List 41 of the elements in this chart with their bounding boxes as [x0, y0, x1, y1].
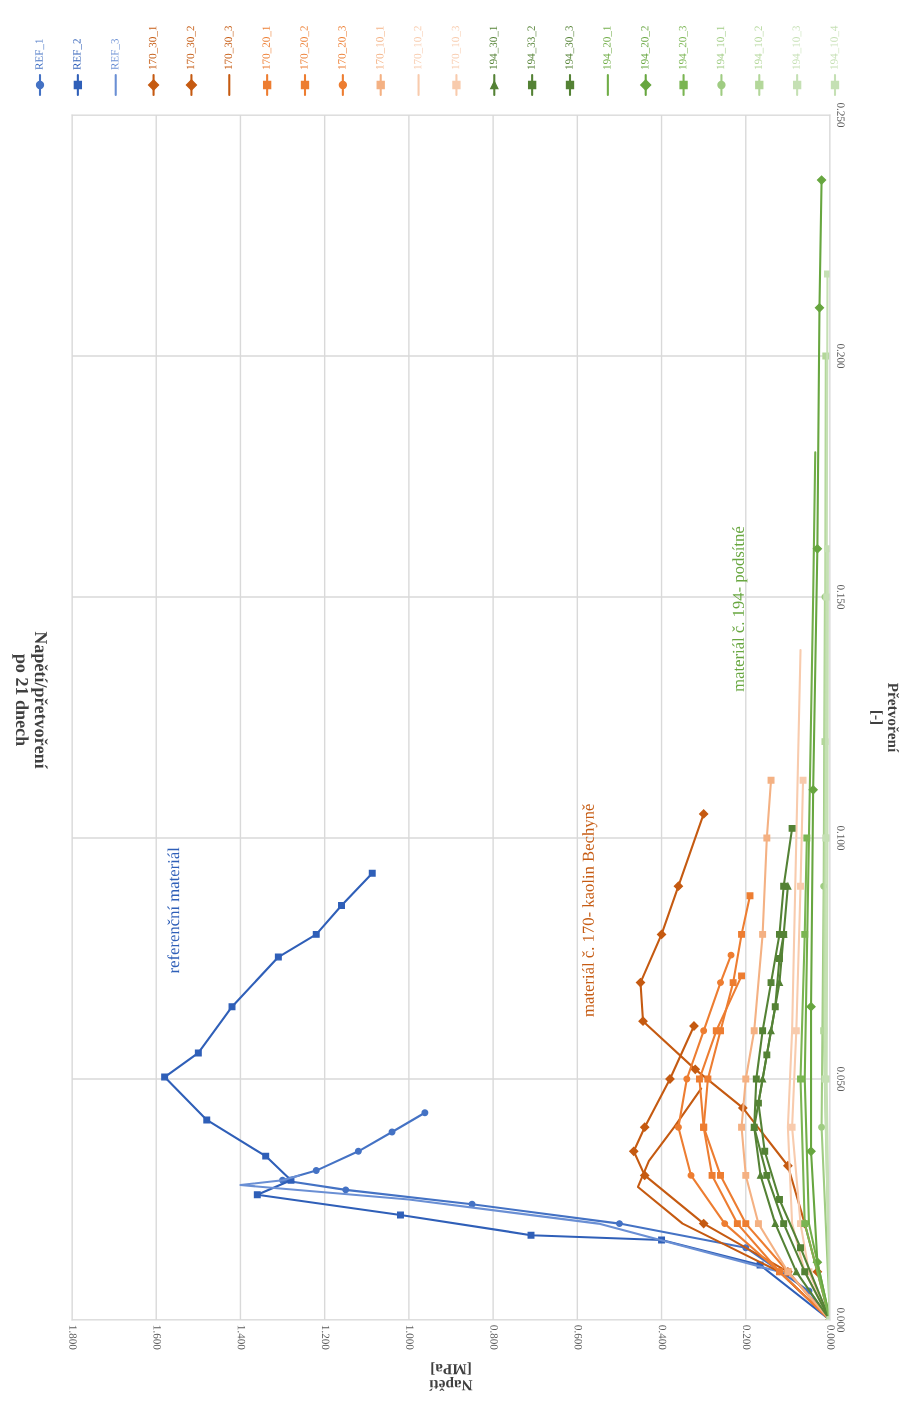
x-tick-label: 1.600	[153, 1325, 161, 1350]
text: 170_30_3	[224, 25, 234, 70]
text: 170_20_3	[338, 25, 347, 70]
text: 170_30_2	[186, 26, 196, 70]
text: 170_10_2	[413, 26, 423, 70]
x-tick-label: 1.200	[321, 1325, 330, 1350]
text: 194_10_1	[716, 26, 726, 70]
text: 170_30_1	[148, 26, 158, 70]
text: 170_20_2	[300, 26, 310, 70]
x-axis-title: Napětí [MPa]	[429, 1362, 473, 1391]
text: 194_30_1	[489, 26, 499, 70]
text: 170_10_3	[451, 25, 461, 70]
text: 194_10_4	[830, 25, 840, 70]
text: 194_20_3	[678, 25, 688, 70]
text: 170_10_1	[376, 26, 385, 70]
x-tick-label: 0.400	[658, 1325, 667, 1350]
x-tick-label: 0.600	[574, 1325, 583, 1350]
x-tick-label: 1.800	[69, 1325, 77, 1350]
x-tick-label: 0.800	[490, 1325, 498, 1350]
x-tick-label: 1.400	[237, 1325, 246, 1350]
y-axis-title: Přetvoření [-]	[870, 682, 899, 753]
text: REF_3	[111, 38, 120, 70]
y-tick-label: 0.050	[837, 1066, 845, 1092]
text: 194_30_3	[565, 25, 575, 70]
text: REF_1	[35, 39, 45, 70]
y-tick-label: 0.100	[837, 825, 845, 851]
annotation: materiál č. 194- podsítné	[732, 526, 748, 692]
y-tick-label: 0.250	[837, 102, 845, 128]
text: 194_20_2	[641, 26, 650, 70]
y-tick-label: 0.000	[837, 1307, 845, 1333]
x-tick-label: 0.200	[742, 1325, 751, 1350]
annotation: referenční materiál	[167, 847, 180, 974]
x-tick-label: 1.000	[406, 1325, 414, 1350]
y-tick-label: 0.150	[837, 584, 845, 610]
text: 194_20_1	[603, 26, 612, 70]
y-tick-label: 0.200	[837, 343, 845, 369]
text: REF_2	[73, 39, 82, 70]
text: 170_20_1	[262, 26, 272, 70]
annotation: materiál č. 170- kaolin Bechyně	[582, 804, 598, 1017]
text: Napětí/přetvoření po 21 dnech	[12, 631, 48, 769]
text: 194_33_2	[527, 26, 537, 70]
